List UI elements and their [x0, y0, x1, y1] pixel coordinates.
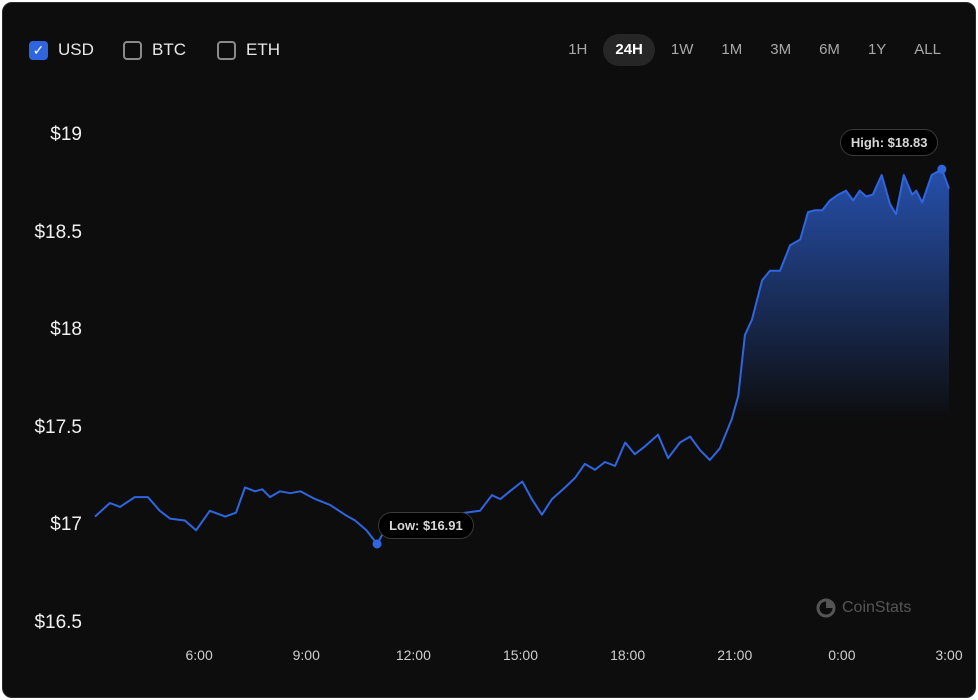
checkbox-empty-icon[interactable] — [123, 40, 142, 60]
coinstats-watermark: CoinStats — [816, 598, 911, 618]
x-tick-label: 15:00 — [502, 647, 539, 663]
y-tick-label: $17.5 — [34, 416, 82, 438]
currency-checkbox-usd[interactable]: ✓ USD — [29, 40, 94, 60]
low-price-tooltip: Low: $16.91 — [378, 511, 474, 539]
range-tab-3m[interactable]: 3M — [770, 41, 792, 58]
y-tick-label: $19 — [50, 124, 82, 145]
x-tick-label: 0:00 — [828, 647, 856, 663]
x-tick-label: 3:00 — [935, 647, 963, 663]
y-tick-label: $16.5 — [34, 612, 82, 633]
range-tab-1m[interactable]: 1M — [721, 41, 743, 58]
high-point-marker[interactable] — [937, 164, 947, 174]
y-tick-label: $18.5 — [34, 221, 82, 243]
currency-label: USD — [58, 40, 94, 59]
price-area-fill — [94, 169, 949, 624]
currency-checkbox-btc[interactable]: BTC — [123, 40, 186, 60]
range-tab-6m[interactable]: 6M — [819, 41, 840, 58]
range-tab-1w[interactable]: 1W — [670, 41, 694, 58]
x-tick-label: 9:00 — [292, 647, 320, 663]
y-tick-label: $17 — [50, 514, 82, 536]
low-point-marker[interactable] — [372, 539, 382, 549]
range-tab-24h[interactable]: 24H — [603, 34, 655, 66]
price-line — [94, 168, 950, 545]
x-tick-label: 18:00 — [610, 647, 646, 663]
time-range-selector: 1H 24H 1W 1M 3M 6M 1Y ALL — [556, 34, 953, 66]
range-tab-1h[interactable]: 1H — [568, 41, 588, 58]
checkbox-empty-icon[interactable] — [217, 40, 236, 60]
x-tick-label: 21:00 — [717, 647, 753, 663]
range-tab-all[interactable]: ALL — [914, 41, 941, 58]
x-tick-label: 6:00 — [185, 647, 213, 663]
x-tick-label: 12:00 — [395, 647, 431, 663]
range-tab-1y[interactable]: 1Y — [867, 41, 887, 58]
checkbox-checked-icon[interactable]: ✓ — [29, 40, 48, 60]
y-tick-label: $18 — [50, 319, 82, 341]
currency-label: ETH — [246, 40, 280, 59]
high-price-tooltip: High: $18.83 — [839, 129, 939, 157]
currency-checkbox-eth[interactable]: ETH — [217, 40, 280, 60]
currency-label: BTC — [152, 40, 186, 59]
watermark-text: CoinStats — [842, 599, 912, 616]
coinstats-logo-icon — [816, 598, 836, 618]
